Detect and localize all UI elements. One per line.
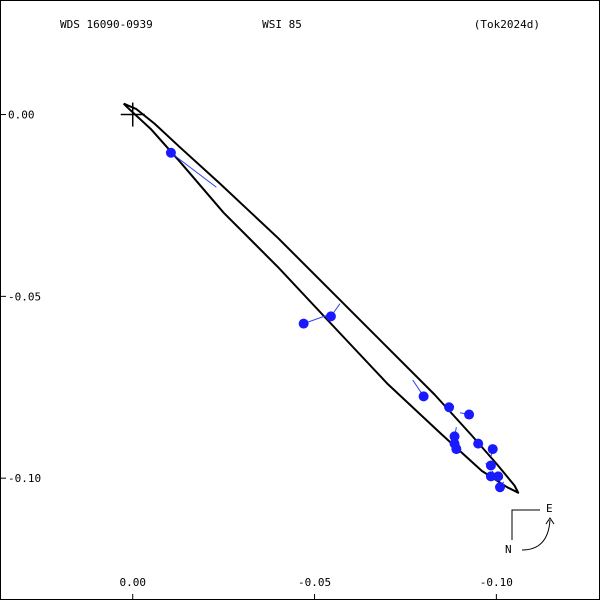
observation-point-4 [444, 402, 455, 413]
observation-point-1 [325, 311, 336, 322]
header-right-label: (Tok2024d) [474, 18, 540, 31]
orbit-layer [122, 102, 520, 494]
compass-arrow [521, 519, 551, 551]
observation-point-12 [493, 471, 504, 482]
compass-north-label: N [505, 543, 512, 556]
x-tick-label-2: 0.00 [119, 576, 146, 589]
observation-point-10 [451, 444, 462, 455]
primary-layer [120, 102, 145, 127]
compass-corner [511, 509, 540, 540]
header-left-label: WDS 16090-0939 [60, 18, 153, 31]
orbit-ellipse [122, 102, 520, 494]
y-tick-label-0: 0.00 [8, 109, 35, 122]
y-tick-label-1: -0.05 [8, 290, 41, 303]
residual-line-0 [170, 152, 217, 188]
observation-point-0 [165, 147, 176, 158]
compass: E N [505, 502, 555, 556]
observation-point-13 [485, 471, 496, 482]
x-tick-label-1: -0.05 [298, 576, 331, 589]
observation-point-5 [464, 409, 475, 420]
observation-point-11 [485, 460, 496, 471]
observation-point-3 [418, 391, 429, 402]
observation-point-8 [487, 444, 498, 455]
axis-ticks: -0.10 -0.05 0.00 0.00 -0.05 -0.10 [0, 109, 513, 600]
y-tick-label-2: -0.10 [8, 472, 41, 485]
observation-point-7 [473, 438, 484, 449]
observation-layer [165, 147, 505, 493]
x-tick-label-0: -0.10 [480, 576, 513, 589]
compass-arrow-head [545, 517, 555, 525]
compass-east-label: E [546, 502, 553, 515]
observation-point-2 [298, 318, 309, 329]
observation-point-14 [495, 482, 505, 493]
observation-point-6 [449, 431, 460, 442]
header-center-label: WSI 85 [262, 18, 302, 31]
